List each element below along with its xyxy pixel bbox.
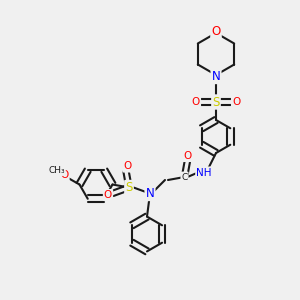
Text: NH: NH	[196, 167, 212, 178]
Text: O: O	[123, 161, 132, 172]
Text: O: O	[232, 97, 240, 107]
Text: S: S	[125, 181, 133, 194]
Text: O: O	[183, 151, 192, 161]
Text: O: O	[104, 190, 112, 200]
Text: O: O	[212, 25, 220, 38]
Text: O: O	[60, 170, 69, 181]
Text: N: N	[146, 187, 154, 200]
Text: C: C	[182, 172, 188, 182]
Text: CH₃: CH₃	[49, 167, 65, 176]
Text: S: S	[212, 95, 220, 109]
Text: N: N	[212, 70, 220, 83]
Text: O: O	[192, 97, 200, 107]
